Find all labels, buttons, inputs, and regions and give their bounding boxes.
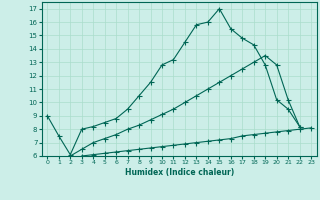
X-axis label: Humidex (Indice chaleur): Humidex (Indice chaleur) — [124, 168, 234, 177]
